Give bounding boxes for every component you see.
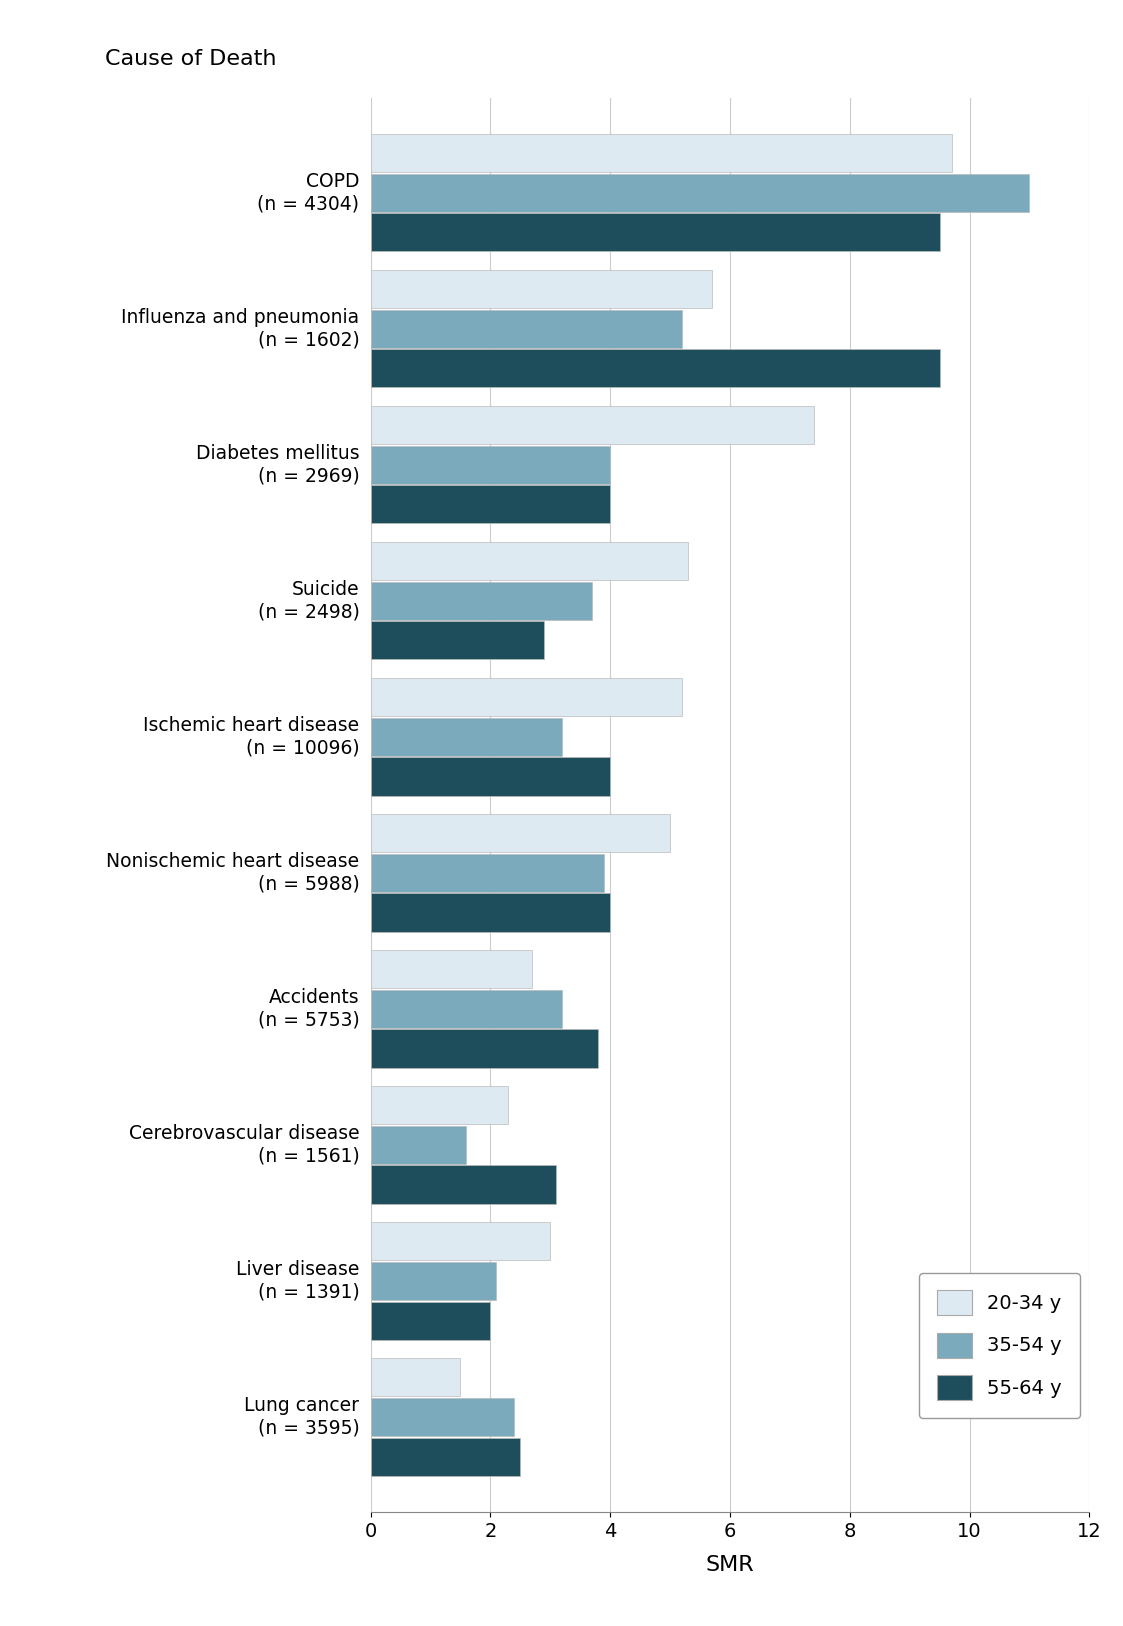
Bar [371, 213, 940, 252]
Bar [371, 1125, 466, 1164]
Bar [371, 1262, 496, 1299]
Bar [371, 815, 670, 852]
Bar [371, 1029, 599, 1068]
Bar [371, 446, 610, 485]
Text: Cause of Death: Cause of Death [104, 49, 276, 70]
Bar [371, 309, 682, 348]
Bar [371, 950, 532, 989]
Bar [371, 893, 610, 932]
Bar [371, 541, 688, 580]
Bar [371, 406, 814, 444]
Bar [371, 133, 951, 172]
Bar [371, 350, 940, 387]
Bar [371, 621, 545, 660]
Bar [371, 1166, 556, 1203]
X-axis label: SMR: SMR [705, 1554, 755, 1576]
Bar [371, 678, 682, 717]
Bar [371, 717, 563, 756]
Bar [371, 486, 610, 524]
Bar [371, 1301, 491, 1340]
Bar [371, 582, 592, 620]
Bar [371, 174, 1030, 211]
Bar [371, 854, 604, 893]
Bar [371, 990, 563, 1028]
Legend: 20-34 y, 35-54 y, 55-64 y: 20-34 y, 35-54 y, 55-64 y [920, 1273, 1079, 1418]
Bar [371, 1086, 509, 1124]
Bar [371, 1358, 460, 1397]
Bar [371, 1223, 550, 1260]
Bar [371, 1398, 514, 1436]
Bar [371, 270, 712, 309]
Bar [371, 758, 610, 795]
Bar [371, 1437, 520, 1476]
